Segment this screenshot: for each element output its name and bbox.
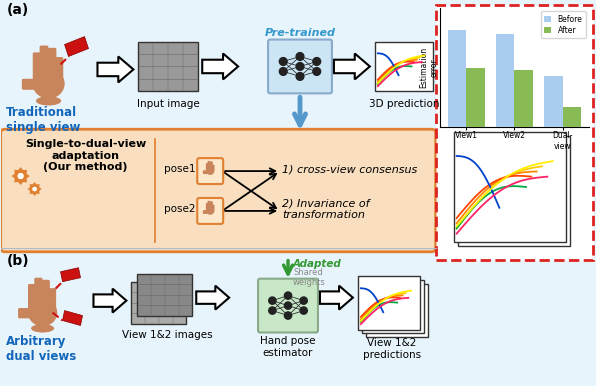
FancyBboxPatch shape <box>197 198 223 224</box>
Text: 2) Invariance of
transformation: 2) Invariance of transformation <box>282 198 370 220</box>
Circle shape <box>313 58 321 65</box>
Text: Shared
weights: Shared weights <box>293 268 326 287</box>
Bar <box>358 276 420 330</box>
FancyBboxPatch shape <box>258 279 318 332</box>
FancyBboxPatch shape <box>210 201 213 211</box>
Text: Single-to-dual-view
adaptation
(Our method): Single-to-dual-view adaptation (Our meth… <box>25 139 146 173</box>
FancyBboxPatch shape <box>1 129 436 252</box>
Circle shape <box>280 58 287 65</box>
Ellipse shape <box>31 324 54 333</box>
Text: Arbitrary
dual views: Arbitrary dual views <box>6 335 76 364</box>
FancyBboxPatch shape <box>48 48 57 78</box>
FancyBboxPatch shape <box>35 278 42 308</box>
Circle shape <box>313 68 321 75</box>
Bar <box>137 274 193 316</box>
Text: pose2: pose2 <box>164 204 196 214</box>
Text: Adapted: Adapted <box>293 259 342 269</box>
Ellipse shape <box>33 69 64 98</box>
Circle shape <box>296 52 304 60</box>
Text: Traditional
single view: Traditional single view <box>6 106 80 134</box>
FancyBboxPatch shape <box>268 39 332 93</box>
Circle shape <box>32 186 38 192</box>
FancyBboxPatch shape <box>203 210 208 214</box>
Polygon shape <box>334 54 370 80</box>
Text: Hand pose
estimator: Hand pose estimator <box>260 337 316 358</box>
FancyBboxPatch shape <box>210 161 213 171</box>
Polygon shape <box>202 54 238 80</box>
FancyBboxPatch shape <box>48 288 56 310</box>
FancyBboxPatch shape <box>18 308 32 318</box>
Bar <box>454 132 566 242</box>
Circle shape <box>284 302 291 309</box>
Ellipse shape <box>36 96 61 105</box>
Text: (b): (b) <box>7 254 29 268</box>
FancyBboxPatch shape <box>22 79 36 90</box>
Text: View 1&2 images: View 1&2 images <box>122 330 213 340</box>
Polygon shape <box>196 286 229 310</box>
Polygon shape <box>12 167 30 185</box>
Text: 3D prediction: 3D prediction <box>368 99 439 109</box>
Ellipse shape <box>28 299 57 326</box>
FancyBboxPatch shape <box>207 161 211 171</box>
Ellipse shape <box>206 208 214 215</box>
FancyBboxPatch shape <box>39 46 48 78</box>
Circle shape <box>269 297 276 304</box>
Circle shape <box>269 307 276 314</box>
FancyBboxPatch shape <box>203 170 208 174</box>
Polygon shape <box>94 289 126 313</box>
Bar <box>362 280 424 334</box>
Circle shape <box>300 297 308 304</box>
Circle shape <box>300 307 308 314</box>
Bar <box>131 282 187 323</box>
Text: 1) cross-view consensus: 1) cross-view consensus <box>282 164 417 174</box>
FancyBboxPatch shape <box>197 158 223 184</box>
FancyBboxPatch shape <box>42 280 50 308</box>
Text: (a): (a) <box>7 3 29 17</box>
FancyBboxPatch shape <box>207 201 211 211</box>
Polygon shape <box>27 182 42 196</box>
Polygon shape <box>61 268 80 282</box>
Bar <box>366 284 428 337</box>
Circle shape <box>284 312 291 319</box>
FancyBboxPatch shape <box>436 5 593 260</box>
FancyBboxPatch shape <box>206 203 209 212</box>
Polygon shape <box>64 37 88 56</box>
Text: Pre-trained: Pre-trained <box>265 27 336 37</box>
Text: View 1&2
predictions: View 1&2 predictions <box>363 339 421 360</box>
Bar <box>375 42 433 91</box>
Circle shape <box>296 63 304 70</box>
Polygon shape <box>320 286 353 310</box>
FancyBboxPatch shape <box>28 284 36 310</box>
Bar <box>458 136 570 246</box>
FancyBboxPatch shape <box>33 52 42 81</box>
Polygon shape <box>98 56 134 82</box>
Circle shape <box>280 68 287 75</box>
Circle shape <box>17 172 24 180</box>
FancyBboxPatch shape <box>55 57 63 81</box>
Text: pose1: pose1 <box>164 164 196 174</box>
Polygon shape <box>63 311 82 325</box>
FancyBboxPatch shape <box>212 205 215 212</box>
FancyBboxPatch shape <box>206 163 209 172</box>
FancyBboxPatch shape <box>212 165 215 172</box>
Circle shape <box>284 292 291 299</box>
Circle shape <box>296 73 304 80</box>
Bar <box>138 42 198 91</box>
Text: Input image: Input image <box>137 99 200 109</box>
Ellipse shape <box>206 168 214 175</box>
